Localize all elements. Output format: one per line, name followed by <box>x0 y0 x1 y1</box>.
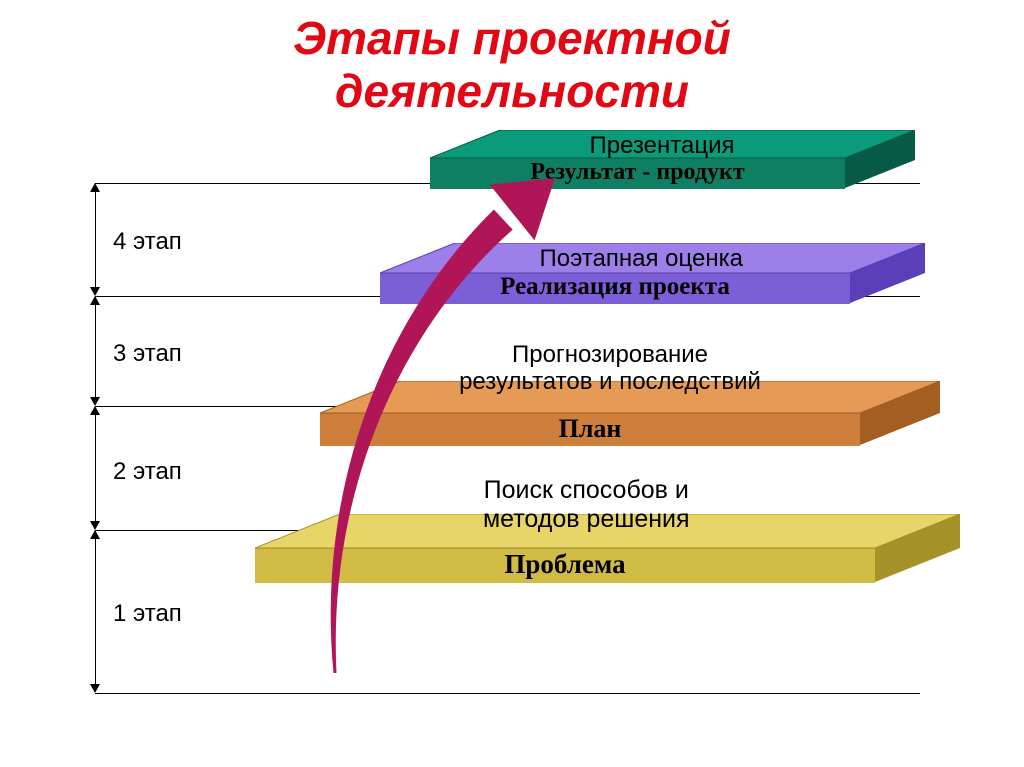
arrow-down-icon <box>90 287 100 296</box>
arrow-down-icon <box>90 397 100 406</box>
step2-front-label: План <box>320 414 860 444</box>
step4-front-label: Результат - продукт <box>430 159 845 186</box>
stage-label-1: 1 этап <box>113 600 182 628</box>
arrow-up-icon <box>90 530 100 539</box>
stage-label-2: 2 этап <box>113 458 182 486</box>
title-line2: деятельности <box>335 65 689 117</box>
dimension-line <box>95 412 96 524</box>
arrow-up-icon <box>90 296 100 305</box>
step1-extra-label: Поиск способов иметодов решения <box>276 476 896 534</box>
dimension-line <box>95 189 96 290</box>
arrow-up-icon <box>90 183 100 192</box>
title-line1: Этапы проектной <box>293 12 731 64</box>
arrow-down-icon <box>90 684 100 693</box>
stage-label-3: 3 этап <box>113 340 182 368</box>
step3-front-label: Реализация проекта <box>380 273 850 301</box>
dimension-line <box>95 302 96 400</box>
stage-label-4: 4 этап <box>113 228 182 256</box>
page-title: Этапы проектной деятельности <box>0 12 1024 118</box>
arrow-up-icon <box>90 406 100 415</box>
step1-front-label: Проблема <box>255 549 875 580</box>
rule-line <box>95 693 920 694</box>
arrow-down-icon <box>90 521 100 530</box>
step3-top-label: Поэтапная оценка <box>406 245 876 273</box>
dimension-line <box>95 536 96 687</box>
step2-extra-label: Прогнозированиерезультатов и последствий <box>340 341 880 396</box>
step4-top-label: Презентация <box>455 132 870 160</box>
diagram-stage: 4 этап 3 этап 2 этап 1 этап ПрезентацияРезул… <box>0 118 1024 738</box>
